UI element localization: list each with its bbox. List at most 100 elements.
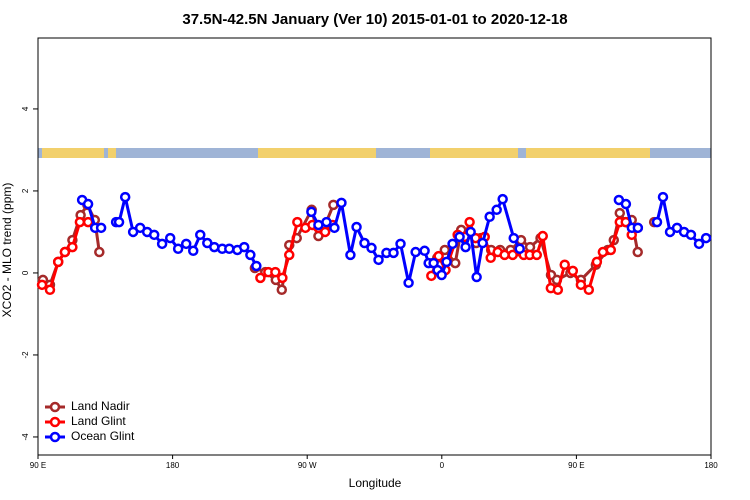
data-point [373, 254, 384, 266]
plot-frame [37, 37, 712, 456]
data-point [426, 270, 437, 282]
data-point [172, 243, 184, 255]
data-point [276, 284, 288, 296]
data-point [328, 199, 339, 211]
data-point [583, 284, 595, 296]
data-point [156, 238, 168, 250]
data-point [321, 216, 332, 228]
data-point [336, 197, 347, 209]
data-point [195, 229, 206, 241]
data-point [403, 277, 414, 289]
data-point [447, 238, 458, 250]
data-point [477, 237, 488, 249]
land-strip [258, 148, 376, 158]
data-point [284, 249, 295, 261]
plot-layer: -4 -2 0 2 4 90 E 180 90 W 0 90 E 180 Land NadirLand… [21, 106, 718, 470]
data-point [187, 245, 199, 257]
data-point [395, 238, 406, 250]
legend-label: Land Nadir [71, 399, 130, 413]
data-point [499, 249, 510, 261]
data-point [292, 216, 303, 228]
land-strip [108, 148, 116, 158]
data-point [537, 230, 548, 242]
legend-label: Ocean Glint [71, 429, 135, 443]
y-tick-label: 0 [21, 270, 30, 275]
data-point [351, 221, 362, 233]
data-point [620, 198, 632, 210]
data-point [514, 243, 525, 255]
data-point [209, 241, 220, 253]
data-point [388, 247, 399, 259]
data-point [700, 232, 712, 244]
data-point [439, 244, 451, 256]
data-point [251, 260, 262, 272]
data-point [484, 211, 495, 223]
data-point [419, 245, 430, 257]
x-tick-label: 0 [440, 461, 445, 470]
x-tick-label: 180 [704, 461, 718, 470]
x-tick-label: 90 E [568, 461, 584, 470]
data-point [508, 232, 519, 244]
data-point [245, 249, 256, 261]
x-tick-label: 180 [166, 461, 180, 470]
data-point [224, 243, 235, 255]
data-point [591, 256, 603, 268]
chart-title: 37.5N-42.5N January (Ver 10) 2015-01-01 … [182, 11, 567, 28]
y-tick-label: -4 [21, 433, 30, 441]
legend-swatch-point [49, 431, 61, 443]
data-point [433, 250, 444, 262]
data-point [94, 246, 105, 258]
data-point [497, 193, 508, 205]
data-point [95, 222, 107, 234]
data-point [59, 246, 71, 258]
data-point [44, 284, 56, 296]
data-point [552, 284, 564, 296]
data-point [410, 246, 421, 258]
data-point [345, 249, 356, 261]
legend-label: Land Glint [71, 414, 126, 428]
data-point [491, 204, 502, 216]
data-point [306, 206, 317, 218]
data-point [36, 279, 48, 291]
x-axis-label: Longitude [349, 476, 402, 490]
x-tick-label: 90 W [298, 461, 317, 470]
y-axis-label: XCO2 - MLO trend (ppm) [0, 183, 14, 318]
y-tick-label: 2 [21, 188, 30, 193]
data-point [270, 266, 281, 278]
data-point [113, 216, 125, 228]
data-point [148, 229, 160, 241]
data-point [359, 237, 370, 249]
data-point [632, 246, 643, 258]
data-point [255, 272, 266, 284]
data-point [67, 241, 78, 253]
data-point [575, 279, 587, 291]
data-point [450, 257, 461, 269]
legend-swatch-point [49, 416, 61, 428]
data-point [485, 252, 496, 264]
land-strip [42, 148, 104, 158]
data-point [531, 249, 543, 261]
data-point [119, 191, 131, 203]
data-point [651, 216, 663, 228]
y-tick-label: 4 [21, 106, 30, 111]
data-point [366, 242, 377, 254]
data-point [329, 222, 340, 234]
data-point [313, 219, 324, 231]
data-point [180, 238, 192, 250]
data-point [454, 231, 465, 243]
land-ocean-strip [38, 148, 711, 158]
data-point [465, 226, 476, 238]
data-point [436, 269, 447, 281]
x-tick-label: 90 E [30, 461, 46, 470]
data-point [605, 244, 617, 256]
data-point [441, 256, 452, 268]
y-tick-label: -2 [21, 351, 30, 359]
data-point [82, 198, 94, 210]
data-point [471, 271, 482, 283]
data-point [238, 241, 250, 253]
data-point [460, 241, 471, 253]
data-point [657, 191, 669, 203]
data-point [685, 229, 697, 241]
data-point [567, 265, 579, 277]
